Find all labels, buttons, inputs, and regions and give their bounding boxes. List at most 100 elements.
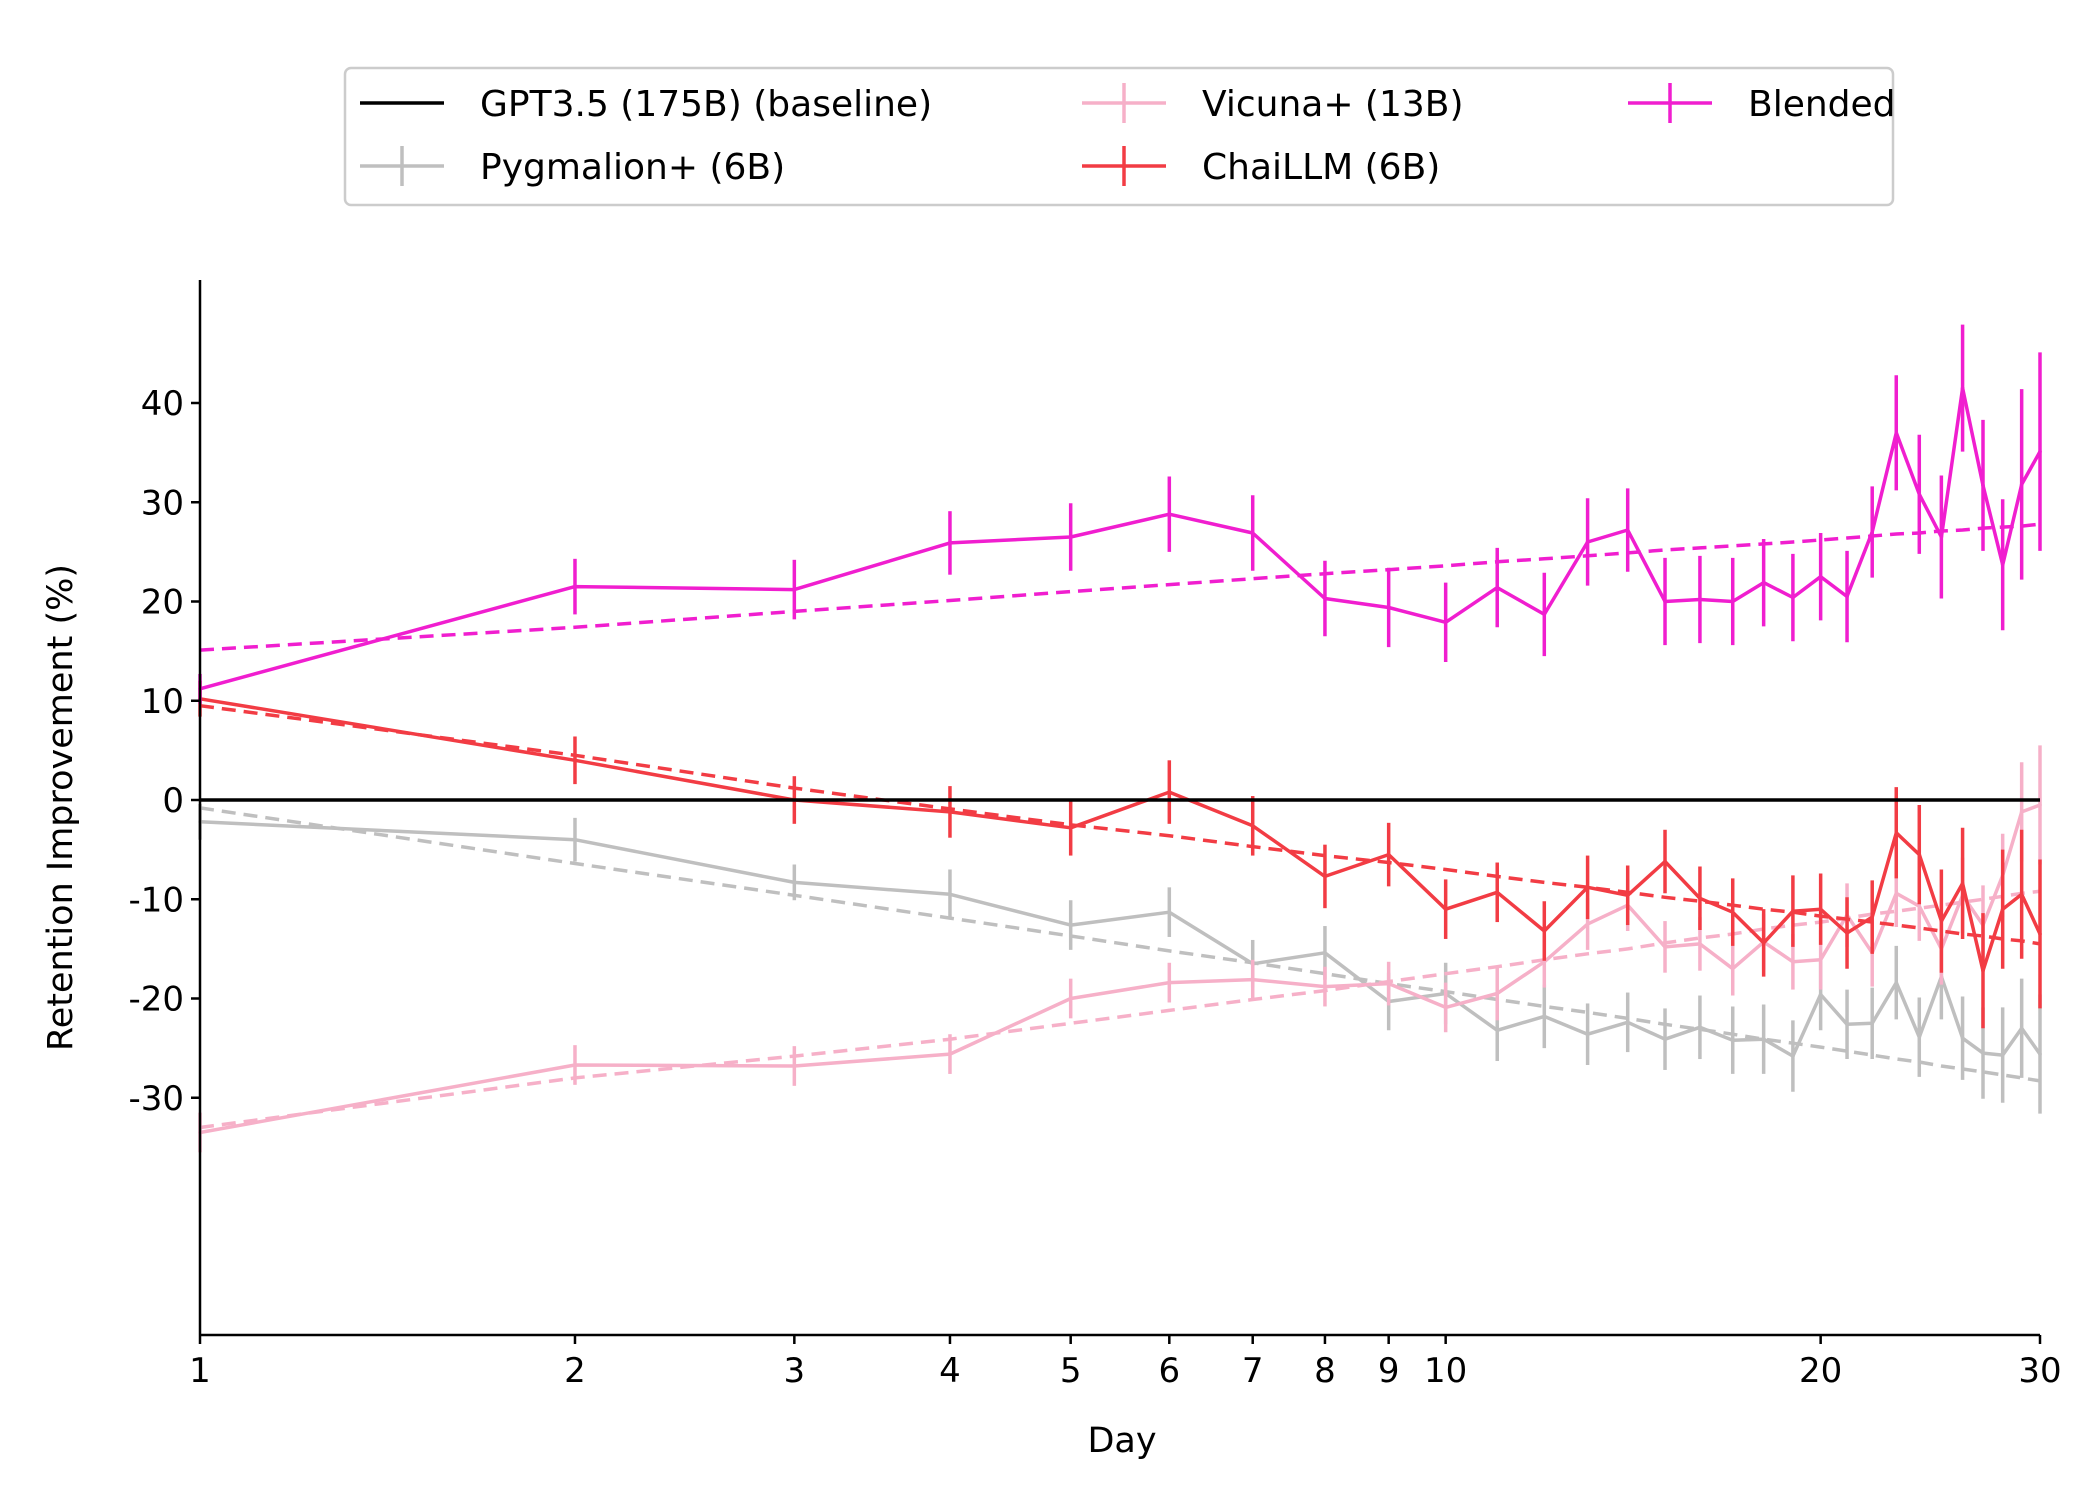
data-point: [1323, 874, 1327, 879]
data-point: [948, 810, 952, 814]
data-point: [1625, 528, 1630, 532]
data-point: [1250, 531, 1255, 535]
data-point: [1981, 968, 1985, 973]
legend-label: Pygmalion+ (6B): [480, 147, 785, 188]
data-point: [1917, 904, 1922, 908]
data-point: [1625, 1020, 1630, 1025]
data-point: [573, 758, 577, 763]
data-point: [1730, 910, 1735, 914]
data-point: [1542, 959, 1547, 964]
data-point: [1960, 386, 1965, 390]
data-point: [1386, 605, 1391, 610]
data-point: [2038, 449, 2042, 454]
legend-item: Blended: [1628, 83, 1896, 125]
series-pygmalion-6b: [198, 803, 2042, 1114]
data-point: [1698, 896, 1702, 901]
data-point: [1818, 992, 1823, 997]
data-point: [1730, 966, 1735, 971]
data-point: [1894, 430, 1899, 435]
y-tick-label: 20: [141, 583, 184, 623]
y-tick-label: 0: [162, 781, 184, 821]
data-point: [1870, 1021, 1875, 1026]
x-tick-label: 10: [1424, 1351, 1467, 1391]
legend-item: Vicuna+ (13B): [1082, 83, 1464, 125]
data-point: [1068, 825, 1073, 830]
data-point: [1323, 984, 1327, 989]
data-point: [2038, 932, 2042, 936]
series-chaillm-6b: [198, 680, 2042, 1029]
data-point: [1791, 595, 1795, 600]
series-line: [199, 697, 2042, 973]
data-point: [1167, 910, 1172, 914]
data-point: [1068, 535, 1073, 539]
data-point: [1386, 981, 1391, 986]
data-point: [1894, 830, 1899, 835]
data-point: [1250, 977, 1255, 982]
data-point: [1845, 594, 1849, 599]
data-point: [2038, 1052, 2042, 1056]
data-point: [1698, 597, 1702, 602]
data-point: [573, 584, 577, 589]
data-point: [1870, 530, 1875, 534]
data-point: [2019, 1026, 2024, 1031]
data-point: [1960, 881, 1965, 886]
data-point: [1981, 483, 1985, 488]
x-tick-label: 30: [2018, 1351, 2061, 1391]
data-point: [1323, 951, 1327, 955]
data-point: [1167, 790, 1172, 794]
data-point: [2000, 907, 2005, 911]
legend-item: GPT3.5 (175B) (baseline): [360, 84, 932, 125]
data-point: [1870, 915, 1875, 919]
series-line: [199, 386, 2042, 691]
data-point: [2019, 892, 2024, 897]
data-point: [1542, 929, 1547, 933]
data-point: [1323, 596, 1327, 601]
data-point: [2038, 803, 2042, 807]
data-point: [1663, 859, 1667, 864]
data-point: [1495, 1028, 1500, 1033]
data-point: [1730, 599, 1735, 604]
data-point: [1960, 1036, 1965, 1040]
data-point: [1625, 893, 1630, 898]
data-point: [1698, 942, 1702, 946]
data-point: [1818, 574, 1823, 579]
data-point: [948, 892, 952, 897]
data-point: [2019, 482, 2024, 487]
y-axis-label: Retention Improvement (%): [41, 564, 81, 1051]
data-point: [792, 1064, 797, 1068]
data-point: [792, 587, 797, 592]
data-point: [1495, 585, 1500, 590]
legend-box: [343, 66, 1895, 207]
x-tick-label: 20: [1799, 1351, 1842, 1391]
data-point: [1894, 980, 1899, 985]
trend-line: [199, 806, 2041, 1083]
data-point: [1917, 852, 1922, 857]
data-point: [1818, 957, 1823, 962]
data-point: [573, 837, 577, 842]
y-tick-label: -20: [128, 980, 184, 1020]
data-point: [1585, 1032, 1590, 1037]
series-blended: [198, 324, 2042, 704]
x-tick-label: 8: [1314, 1351, 1336, 1391]
data-point: [1730, 1038, 1735, 1042]
data-point: [1981, 1051, 1985, 1055]
data-point: [1167, 512, 1172, 516]
data-point: [1495, 991, 1500, 996]
data-point: [1791, 959, 1795, 964]
y-tick-label: -30: [128, 1079, 184, 1119]
data-point: [1250, 824, 1255, 828]
data-point: [1542, 1014, 1547, 1019]
data-point: [2019, 810, 2024, 814]
x-tick-label: 1: [189, 1351, 211, 1391]
axes: 1 2 3 4 5 6 7 8 9 10 20 30 -30 -20 -10 0 10 20 30 40 Day Rete…: [41, 280, 2062, 1461]
trend-line: [199, 522, 2041, 652]
y-tick-label: 30: [141, 483, 184, 523]
data-point: [1761, 580, 1766, 585]
data-point: [1663, 599, 1667, 604]
legend-item: ChaiLLM (6B): [1082, 146, 1440, 188]
legend-label: Blended: [1748, 84, 1896, 125]
data-point: [1167, 980, 1172, 985]
data-point: [1068, 923, 1073, 927]
data-point: [1761, 1037, 1766, 1041]
